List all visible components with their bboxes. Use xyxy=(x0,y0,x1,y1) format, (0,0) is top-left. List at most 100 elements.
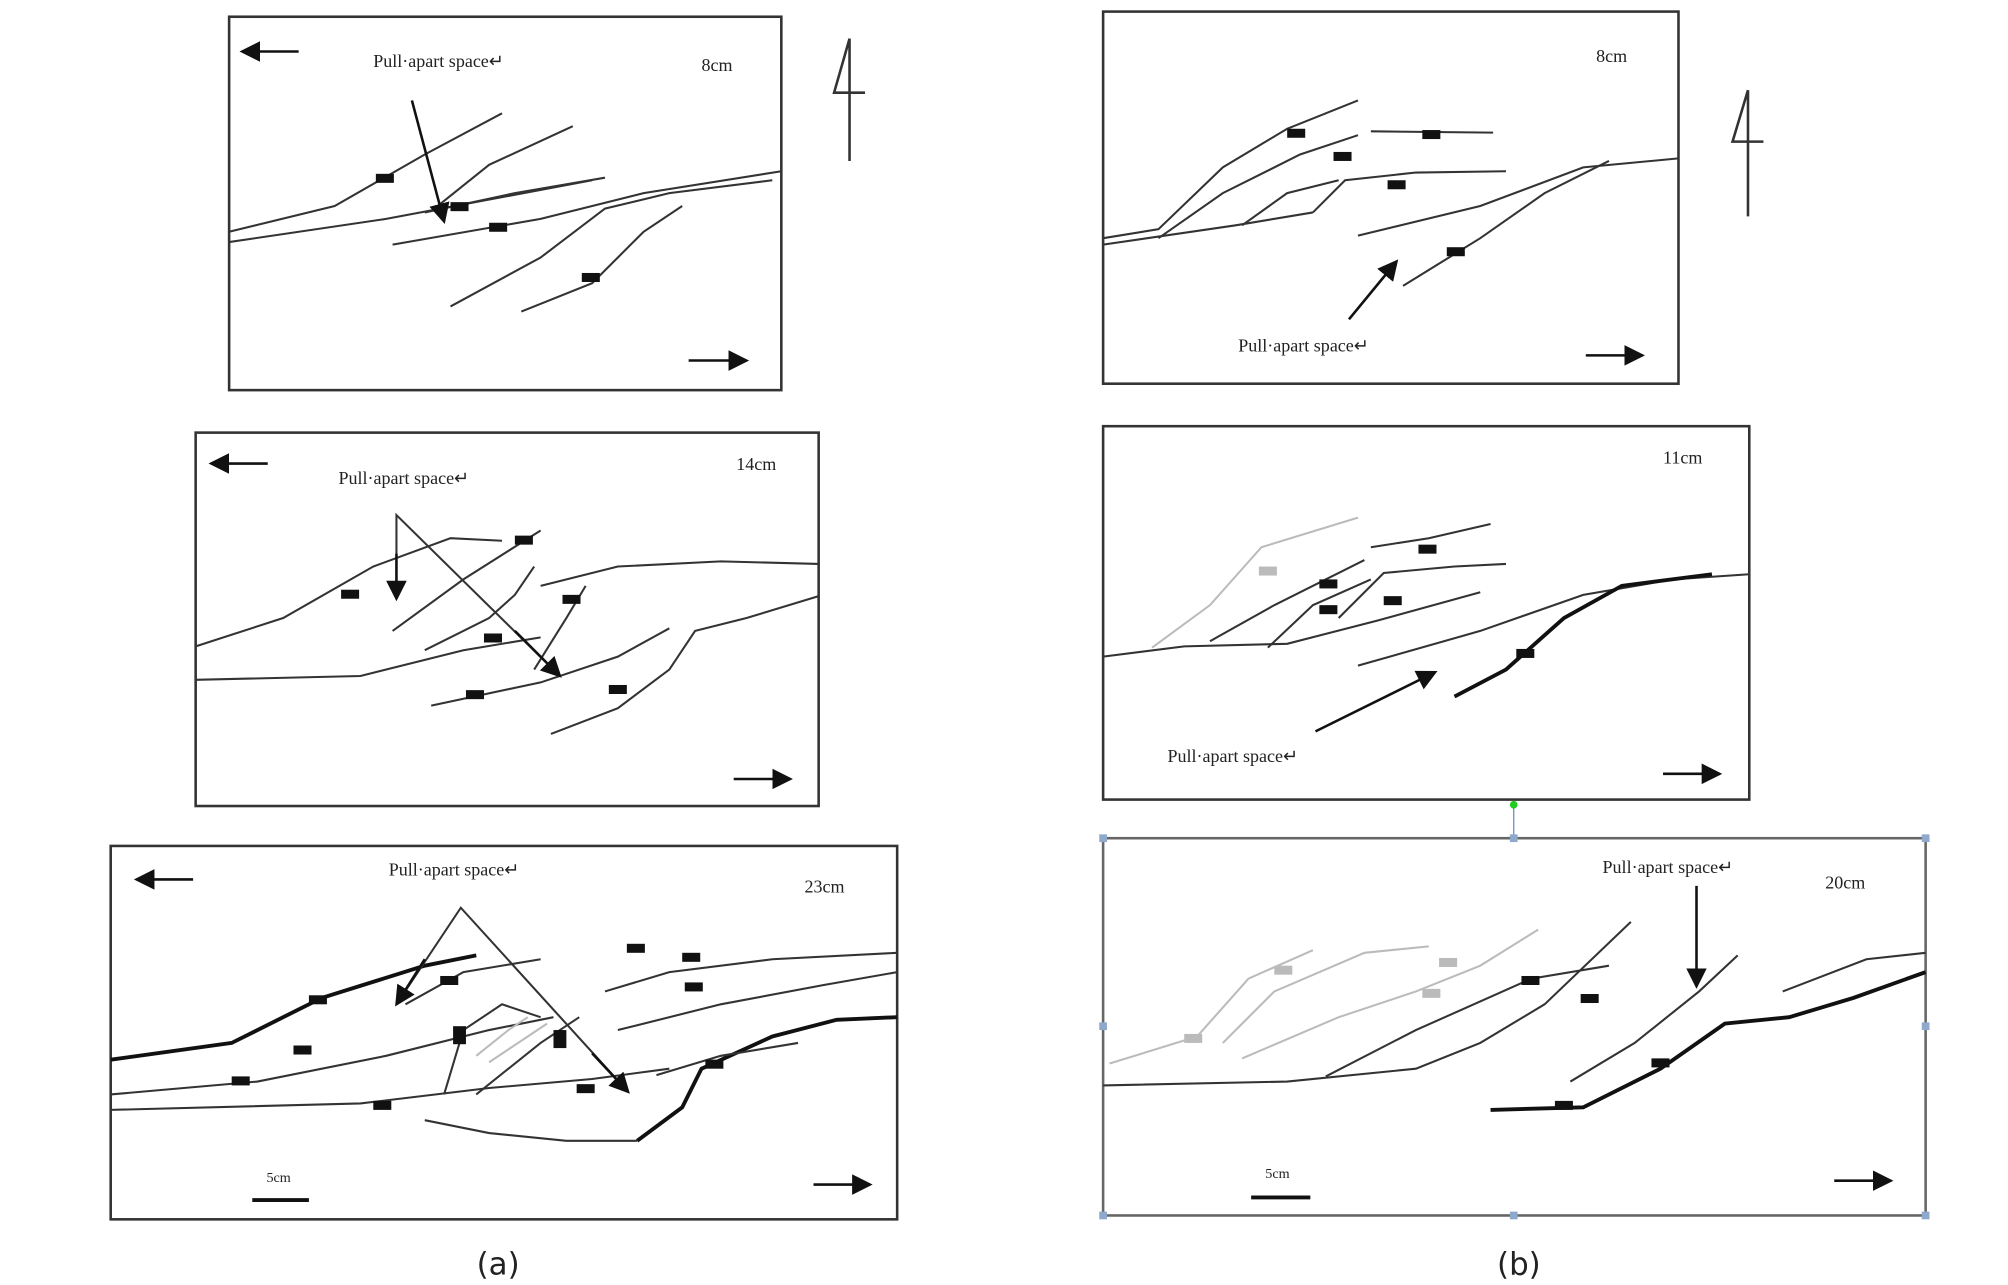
shape xyxy=(1422,988,1441,998)
shape xyxy=(1446,247,1465,257)
annotation: Pull·apart space↵ xyxy=(1167,746,1298,766)
shape xyxy=(195,636,541,681)
shape xyxy=(1782,951,1926,993)
shape xyxy=(1357,573,1750,667)
shape xyxy=(562,594,581,604)
shape xyxy=(443,1003,541,1095)
shape xyxy=(195,537,503,648)
shape xyxy=(1102,591,1481,658)
shape xyxy=(540,560,819,587)
shape xyxy=(1490,970,1927,1112)
shape xyxy=(453,1026,466,1045)
shape xyxy=(1184,1033,1203,1043)
shape xyxy=(636,1015,898,1143)
annotation: Pull·apart space↵ xyxy=(373,51,504,71)
shape xyxy=(228,112,503,233)
shape xyxy=(488,1022,548,1064)
shape xyxy=(1314,670,1438,733)
shape xyxy=(231,1076,250,1086)
panel-a-frame-2: Pull·apart space↵ 14cm xyxy=(194,431,820,808)
shape xyxy=(1102,211,1314,246)
shape xyxy=(404,958,541,1006)
shape xyxy=(110,953,477,1062)
shape xyxy=(604,951,898,993)
shape xyxy=(1241,928,1539,1060)
shape xyxy=(1101,10,1680,385)
shape xyxy=(1274,965,1293,975)
scale-label: 5cm xyxy=(266,1170,290,1186)
shape xyxy=(430,627,670,707)
shape xyxy=(1222,945,1429,1044)
shape xyxy=(391,529,542,632)
panel-a-frame-3: 5cm Pull·apart space↵ 23cm xyxy=(109,844,899,1221)
shape xyxy=(1521,975,1540,985)
shape xyxy=(194,431,820,808)
shape xyxy=(1402,160,1610,287)
distance: 11cm xyxy=(1663,448,1702,468)
shape xyxy=(1101,424,1751,801)
annotation: Pull·apart space↵ xyxy=(1238,336,1369,356)
shape xyxy=(410,100,450,224)
shape xyxy=(591,1052,630,1094)
shape xyxy=(1287,128,1306,138)
shape xyxy=(1337,562,1507,619)
shape xyxy=(1418,544,1437,554)
shape xyxy=(293,1045,312,1055)
shape xyxy=(436,125,574,207)
north-sign xyxy=(832,38,865,161)
shape xyxy=(1370,523,1491,549)
shape xyxy=(608,684,627,695)
shape xyxy=(395,958,426,1007)
shape xyxy=(513,630,562,678)
shape xyxy=(626,943,645,953)
shape xyxy=(227,15,783,392)
shape xyxy=(308,995,327,1005)
shape xyxy=(1319,605,1338,615)
panel-b-frame-3: 5cm Pull·apart space↵ 20cm xyxy=(1099,800,1930,1220)
shape xyxy=(1109,949,1314,1065)
shape xyxy=(483,633,502,643)
shape xyxy=(684,982,703,992)
shape xyxy=(617,971,898,1032)
shape xyxy=(1209,559,1365,643)
shape xyxy=(1921,834,1930,843)
shape xyxy=(1099,1211,1107,1220)
shape xyxy=(228,179,593,244)
shape xyxy=(1651,1058,1670,1068)
shape xyxy=(1151,516,1359,649)
distance: 20cm xyxy=(1825,872,1865,892)
panel-caption: (b) xyxy=(1497,1247,1541,1283)
shape xyxy=(1422,130,1441,140)
shape xyxy=(1103,921,1632,1087)
shape xyxy=(1319,579,1338,589)
shape xyxy=(1554,1100,1573,1110)
shape xyxy=(1509,800,1518,809)
shape xyxy=(373,1100,392,1110)
shape xyxy=(1439,957,1458,967)
panel-b-frame-1: Pull·apart space↵ 8cm xyxy=(1101,10,1680,385)
shape xyxy=(475,1016,529,1057)
panel-b-frame-2: Pull·apart space↵ 11cm xyxy=(1101,424,1751,801)
shape xyxy=(682,952,701,962)
shape xyxy=(392,170,782,246)
shape xyxy=(1102,99,1359,240)
shape xyxy=(395,906,629,1093)
shape xyxy=(1347,259,1399,321)
shape xyxy=(1241,179,1339,227)
distance: 14cm xyxy=(736,454,776,474)
shape xyxy=(1453,572,1713,699)
shape xyxy=(1312,170,1507,214)
shape xyxy=(109,844,899,1221)
shape xyxy=(1509,1211,1518,1220)
shape xyxy=(581,272,600,282)
shape xyxy=(1099,834,1107,843)
shape xyxy=(1099,1022,1107,1031)
shape xyxy=(514,535,533,545)
shape xyxy=(656,1041,799,1077)
shape xyxy=(440,975,459,985)
shape xyxy=(1101,836,1927,1217)
shape xyxy=(375,173,394,183)
shape xyxy=(1387,180,1406,190)
shape xyxy=(475,1016,580,1096)
